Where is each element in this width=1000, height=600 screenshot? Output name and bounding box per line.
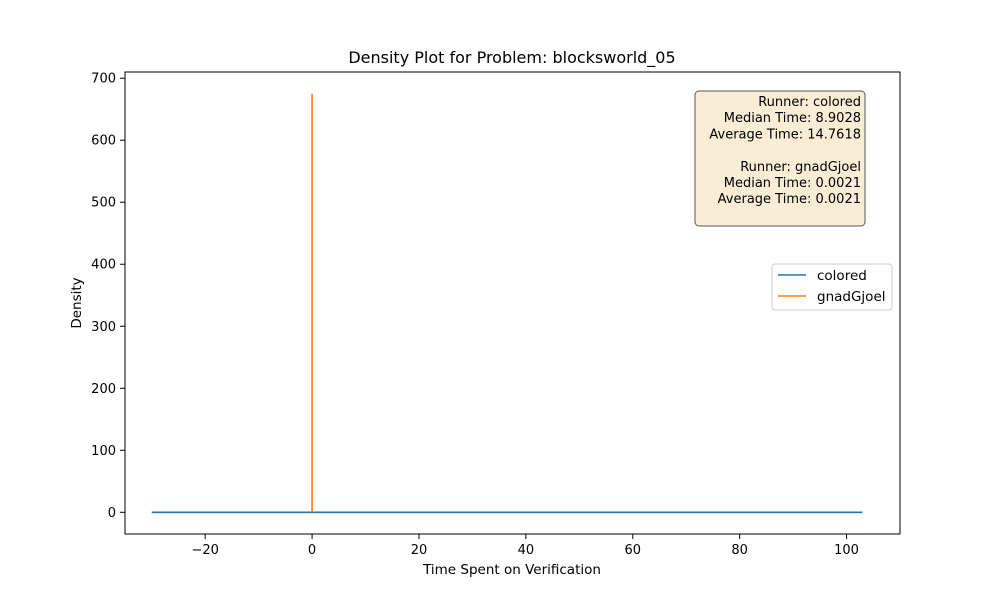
x-tick-label: 20: [411, 543, 428, 558]
y-tick-label: 0: [108, 506, 116, 521]
legend-entry-label: gnadGjoel: [817, 289, 886, 305]
stats-line: Median Time: 8.9028: [724, 111, 861, 126]
stats-line: Runner: gnadGjoel: [740, 160, 861, 175]
axes-frame: [124, 71, 901, 535]
x-tick-label: 80: [731, 543, 748, 558]
x-tick-label: 100: [834, 543, 859, 558]
y-tick-label: 500: [91, 196, 116, 211]
chart-title: Density Plot for Problem: blocksworld_05: [348, 48, 675, 68]
stats-line: Average Time: 0.0021: [718, 192, 861, 207]
x-axis: −20 0 20 40 60 80 100: [191, 534, 859, 558]
x-tick-label: 60: [624, 543, 641, 558]
legend-entry-label: colored: [817, 268, 867, 284]
y-tick-label: 600: [91, 134, 116, 149]
y-tick-label: 400: [91, 258, 116, 273]
x-tick-label: 40: [518, 543, 535, 558]
x-tick-label: −20: [191, 543, 218, 558]
x-axis-label: Time Spent on Verification: [422, 562, 601, 578]
x-tick-label: 0: [308, 543, 316, 558]
stats-box-background: [694, 90, 866, 227]
stats-line: Average Time: 14.7618: [709, 127, 861, 142]
legend: colored gnadGjoel: [771, 263, 893, 311]
series-layer: [151, 93, 863, 514]
y-tick-label: 700: [91, 72, 116, 87]
stats-line: Runner: colored: [758, 95, 861, 110]
y-axis-label: Density: [69, 277, 85, 328]
y-tick-label: 100: [91, 444, 116, 459]
stats-line: Median Time: 0.0021: [724, 176, 861, 191]
y-tick-label: 200: [91, 382, 116, 397]
y-tick-label: 300: [91, 320, 116, 335]
y-axis: 0 100 200 300 400 500 600 700: [91, 72, 125, 521]
